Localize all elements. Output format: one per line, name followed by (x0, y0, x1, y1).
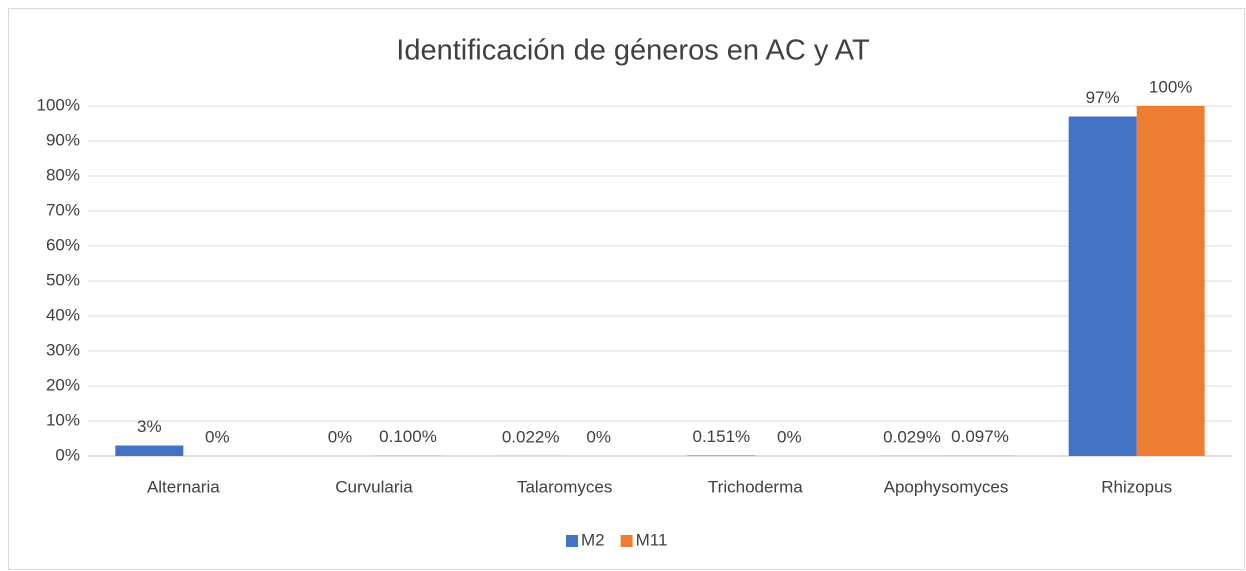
chart-title: Identificación de géneros en AC y AT (396, 35, 870, 67)
y-tick-label: 30% (46, 340, 80, 359)
y-tick-label: 100% (37, 95, 80, 114)
legend-label: M11 (636, 530, 668, 549)
bar (1136, 106, 1205, 456)
value-label: 0% (777, 427, 802, 446)
legend-label: M2 (581, 530, 605, 549)
bar (1068, 116, 1137, 456)
value-label: 0% (586, 427, 611, 446)
value-label: 0.151% (692, 427, 750, 446)
legend-swatch (566, 535, 578, 547)
legend-swatch (620, 535, 633, 547)
y-tick-label: 80% (46, 165, 80, 184)
y-tick-label: 60% (46, 235, 80, 254)
bar (687, 455, 756, 456)
y-tick-label: 10% (46, 410, 80, 429)
y-tick-label: 50% (46, 270, 80, 289)
value-label: 3% (137, 417, 162, 436)
value-label: 97% (1086, 88, 1120, 107)
y-tick-label: 40% (46, 305, 80, 324)
x-tick-label: Trichoderma (708, 477, 803, 496)
y-tick-label: 0% (55, 445, 80, 464)
y-tick-label: 70% (46, 200, 80, 219)
y-tick-label: 90% (46, 130, 80, 149)
x-tick-label: Curvularia (335, 477, 413, 496)
x-tick-label: Apophysomyces (884, 477, 1009, 496)
bar (115, 445, 184, 456)
value-label: 0% (328, 427, 353, 446)
chart-frame (8, 8, 1245, 570)
value-label: 0.097% (951, 427, 1009, 446)
value-label: 0.100% (379, 427, 437, 446)
x-tick-label: Alternaria (147, 477, 220, 496)
x-tick-label: Talaromyces (517, 477, 612, 496)
value-label: 0% (205, 427, 230, 446)
value-label: 0.022% (502, 427, 560, 446)
y-tick-label: 20% (46, 375, 80, 394)
x-tick-label: Rhizopus (1101, 477, 1172, 496)
value-label: 100% (1149, 77, 1192, 96)
value-label: 0.029% (883, 427, 941, 446)
